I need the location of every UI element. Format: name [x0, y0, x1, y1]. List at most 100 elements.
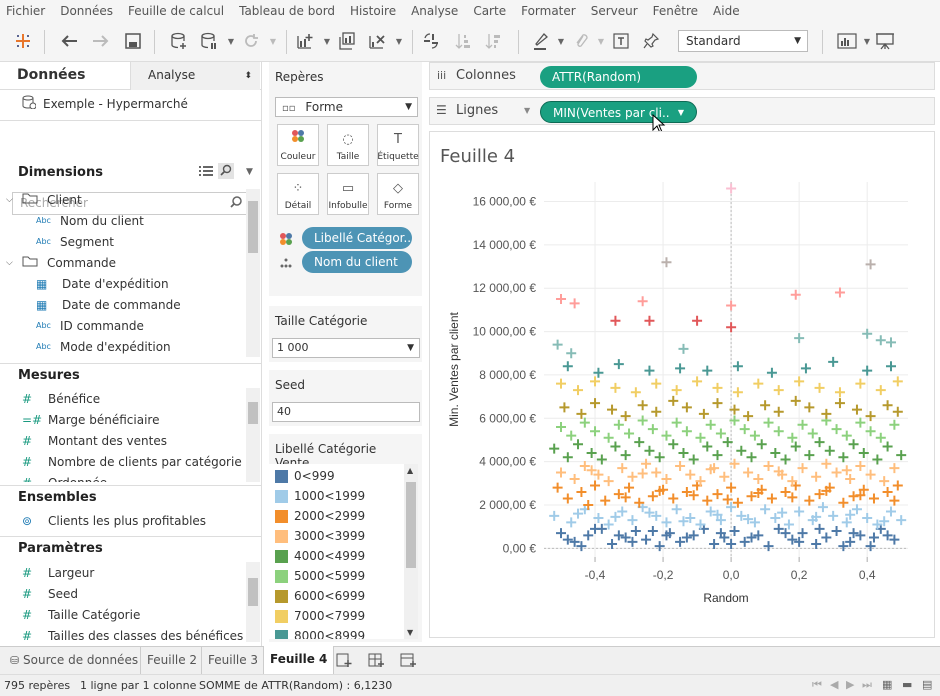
new-datasource-icon[interactable] — [168, 30, 190, 52]
scatter-point[interactable] — [732, 361, 743, 372]
legend-item[interactable]: 2000<2999 — [275, 507, 365, 525]
scatter-point[interactable] — [610, 441, 621, 452]
marks-pill-libelle-categor[interactable]: Libellé Catégor.. — [302, 227, 412, 249]
clear-dropdown-icon[interactable]: ▼ — [395, 36, 403, 46]
measure-montant-des-ventes[interactable]: # Montant des ventes — [22, 430, 167, 451]
scatter-point[interactable] — [726, 502, 737, 513]
nav-next-icon[interactable]: ▶ — [846, 678, 855, 691]
scatter-point[interactable] — [875, 385, 886, 396]
scatter-point[interactable] — [590, 398, 601, 409]
scatter-point[interactable] — [814, 489, 825, 500]
scatter-point[interactable] — [773, 466, 784, 477]
menu-aide[interactable]: Aide — [713, 4, 740, 18]
scatter-point[interactable] — [715, 428, 726, 439]
scatter-point[interactable] — [620, 532, 631, 543]
scatter-point[interactable] — [566, 517, 577, 528]
marks-couleur-button[interactable]: Couleur — [277, 124, 319, 166]
scatter-point[interactable] — [607, 404, 618, 415]
scatter-point[interactable] — [855, 490, 866, 501]
menu-fenetre[interactable]: Fenêtre — [652, 4, 699, 18]
scatter-point[interactable] — [685, 512, 696, 523]
scatter-point[interactable] — [661, 473, 672, 484]
scatter-point[interactable] — [590, 376, 601, 387]
fit-select[interactable]: Standard ▼ — [678, 30, 808, 52]
scatter-point[interactable] — [624, 428, 635, 439]
scatter-point[interactable] — [855, 530, 866, 541]
scatter-point[interactable] — [787, 492, 798, 503]
scatter-point[interactable] — [797, 528, 808, 539]
scatter-point[interactable] — [892, 406, 903, 417]
scatter-point[interactable] — [838, 497, 849, 508]
scatter-point[interactable] — [879, 476, 890, 487]
marks-forme-button[interactable]: ◇ Forme — [377, 173, 419, 215]
scatter-point[interactable] — [705, 464, 716, 475]
scatter-point[interactable] — [868, 493, 879, 504]
scatter-point[interactable] — [732, 497, 743, 508]
scatter-point[interactable] — [641, 458, 652, 469]
scatter-point[interactable] — [794, 333, 805, 344]
scatter-point[interactable] — [892, 480, 903, 491]
scatter-point[interactable] — [804, 495, 815, 506]
dimension-date-d-expedition[interactable]: ▦ Date d'expédition — [36, 273, 169, 294]
tab-view-icon[interactable]: ▤ — [922, 678, 933, 691]
scatter-point[interactable] — [610, 315, 621, 326]
scatter-point[interactable] — [681, 532, 692, 543]
scatter-point[interactable] — [603, 432, 614, 443]
rows-pill[interactable]: MIN(Ventes par cli.. ▼ — [540, 101, 697, 123]
scatter-point[interactable] — [695, 432, 706, 443]
scatter-point[interactable] — [794, 506, 805, 517]
scrollbar[interactable] — [246, 388, 260, 482]
scatter-point[interactable] — [770, 512, 781, 523]
scatter-point[interactable] — [613, 419, 624, 430]
scatter-point[interactable] — [828, 356, 839, 367]
tab-feuille-4[interactable]: Feuille 4 — [263, 646, 335, 675]
scatter-point[interactable] — [811, 538, 822, 549]
scatter-point[interactable] — [556, 421, 567, 432]
pill-dropdown-icon[interactable]: ▼ — [677, 108, 684, 117]
scatter-point[interactable] — [651, 510, 662, 521]
marks-pill-nom-du-client[interactable]: Nom du client — [302, 251, 412, 273]
sort-asc-icon[interactable] — [452, 30, 474, 52]
set-clients-les-plus-profitables[interactable]: ⊚ Clients les plus profitables — [22, 510, 206, 531]
scatter-point[interactable] — [678, 343, 689, 354]
scatter-point[interactable] — [569, 473, 580, 484]
scatter-point[interactable] — [862, 512, 873, 523]
tab-data[interactable]: Données — [17, 67, 86, 83]
scatter-point[interactable] — [661, 517, 672, 528]
scatter-point[interactable] — [753, 473, 764, 484]
scatter-point[interactable] — [838, 541, 849, 552]
scatter-point[interactable] — [882, 486, 893, 497]
scatter-point[interactable] — [681, 486, 692, 497]
dimension-date-de-commande[interactable]: ▦ Date de commande — [36, 294, 181, 315]
menu-donnees[interactable]: Données — [60, 4, 114, 18]
scatter-point[interactable] — [831, 424, 842, 435]
scatter-point[interactable] — [556, 467, 567, 478]
legend-item[interactable]: 3000<3999 — [275, 527, 365, 545]
scatter-point[interactable] — [593, 367, 604, 378]
scatter-point[interactable] — [709, 538, 720, 549]
menu-tableau-de-bord[interactable]: Tableau de bord — [239, 4, 336, 18]
scatter-point[interactable] — [661, 430, 672, 441]
scatter-point[interactable] — [644, 445, 655, 456]
scatter-point[interactable] — [872, 519, 883, 530]
scatter-point[interactable] — [681, 426, 692, 437]
scatter-point[interactable] — [807, 428, 818, 439]
pin-icon[interactable] — [640, 30, 662, 52]
scatter-point[interactable] — [556, 378, 567, 389]
scatter-point[interactable] — [651, 378, 662, 389]
scatter-point[interactable] — [834, 287, 845, 298]
scatter-point[interactable] — [753, 530, 764, 541]
scatter-point[interactable] — [766, 367, 777, 378]
redo-icon[interactable] — [90, 30, 112, 52]
scatter-point[interactable] — [749, 517, 760, 528]
scatter-point[interactable] — [637, 468, 648, 479]
scatter-point[interactable] — [790, 289, 801, 300]
marks-infobulle-button[interactable]: ▭ Infobulle — [327, 173, 369, 215]
scatter-point[interactable] — [746, 491, 757, 502]
scatter-point[interactable] — [651, 406, 662, 417]
scatter-point[interactable] — [651, 467, 662, 478]
scatter-point[interactable] — [817, 502, 828, 513]
scatter-point[interactable] — [613, 359, 624, 370]
scatter-point[interactable] — [624, 482, 635, 493]
scatter-point[interactable] — [746, 532, 757, 543]
